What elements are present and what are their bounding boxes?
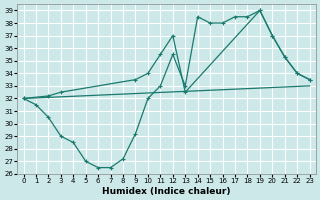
- X-axis label: Humidex (Indice chaleur): Humidex (Indice chaleur): [102, 187, 231, 196]
